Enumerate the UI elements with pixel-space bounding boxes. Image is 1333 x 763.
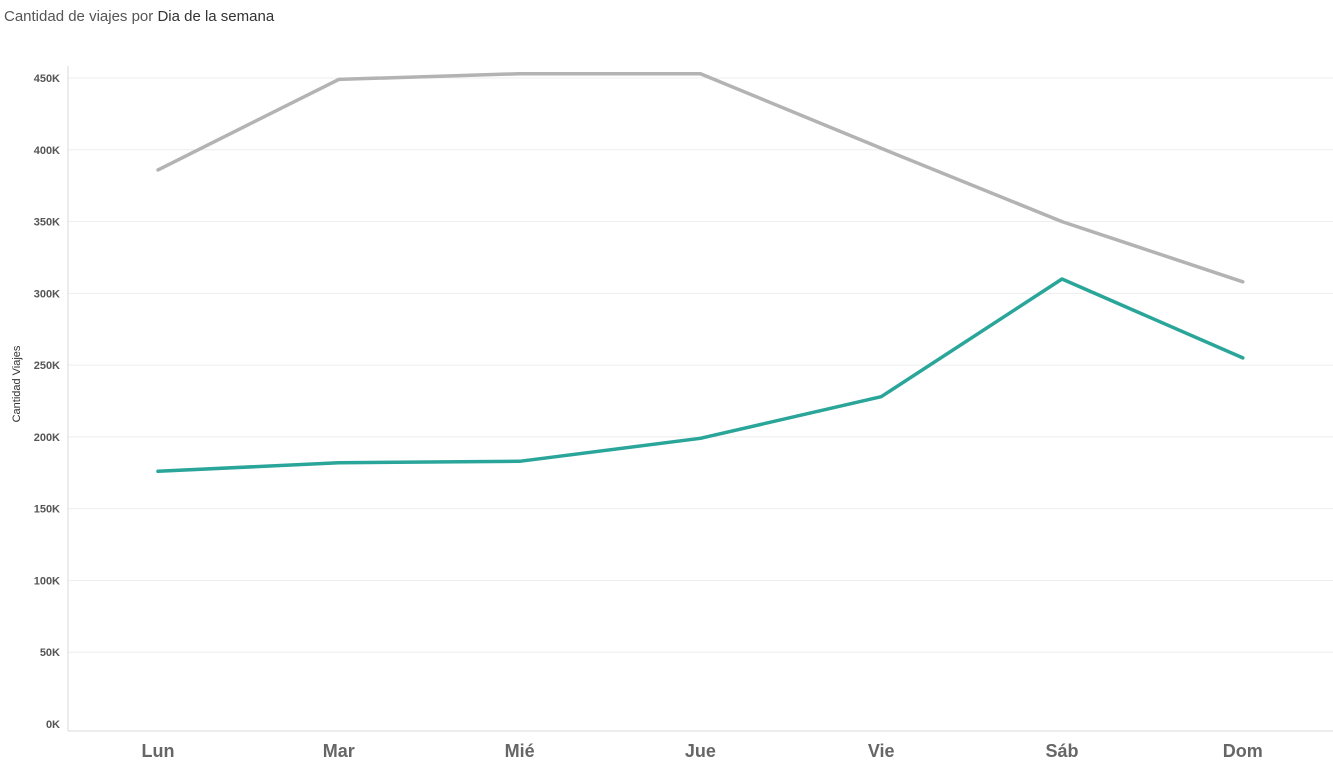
chart-title-prefix: Cantidad de viajes por — [4, 8, 158, 25]
series-line-2 — [156, 277, 1245, 474]
data-point — [156, 168, 160, 172]
data-point — [337, 461, 341, 465]
data-point — [1060, 277, 1064, 281]
data-point — [156, 469, 160, 473]
x-tick-label: Mar — [323, 741, 355, 761]
y-tick-label: 150K — [34, 504, 60, 516]
data-point — [698, 72, 702, 76]
y-tick-label: 450K — [34, 73, 60, 85]
x-tick-label: Jue — [685, 741, 716, 761]
data-point — [1241, 280, 1245, 284]
x-tick-label: Dom — [1223, 741, 1263, 761]
y-axis-label: Cantidad Viajes — [11, 345, 23, 422]
x-tick-label: Mié — [505, 741, 535, 761]
y-tick-label: 300K — [34, 288, 60, 300]
data-point — [518, 459, 522, 463]
data-point — [1241, 356, 1245, 360]
x-tick-label: Lun — [142, 741, 175, 761]
chart-title: Cantidad de viajes por Dia de la semana — [4, 8, 274, 25]
data-point — [337, 77, 341, 81]
y-tick-label: 250K — [34, 360, 60, 372]
data-point — [518, 72, 522, 76]
series-lines — [156, 71, 1245, 474]
x-tick-label: Vie — [868, 741, 895, 761]
y-axis-ticks: 0K 50K 100K 150K 200K 250K 300K 350K 400K 450K — [34, 73, 60, 731]
chart-title-field: Dia de la semana — [157, 8, 275, 25]
x-tick-label: Sáb — [1045, 741, 1078, 761]
data-point — [879, 146, 883, 150]
y-tick-label: 100K — [34, 575, 60, 587]
data-point — [879, 395, 883, 399]
y-tick-label: 400K — [34, 145, 60, 157]
gridlines — [67, 66, 1333, 732]
data-point — [1060, 220, 1064, 224]
x-axis-ticks: Lun Mar Mié Jue Vie Sáb Dom — [142, 741, 1263, 761]
y-tick-label: 200K — [34, 432, 60, 444]
data-point — [698, 436, 702, 440]
y-tick-label: 50K — [40, 647, 60, 659]
series-line-1 — [156, 71, 1245, 284]
y-tick-label: 350K — [34, 217, 60, 229]
y-tick-label: 0K — [46, 719, 60, 731]
